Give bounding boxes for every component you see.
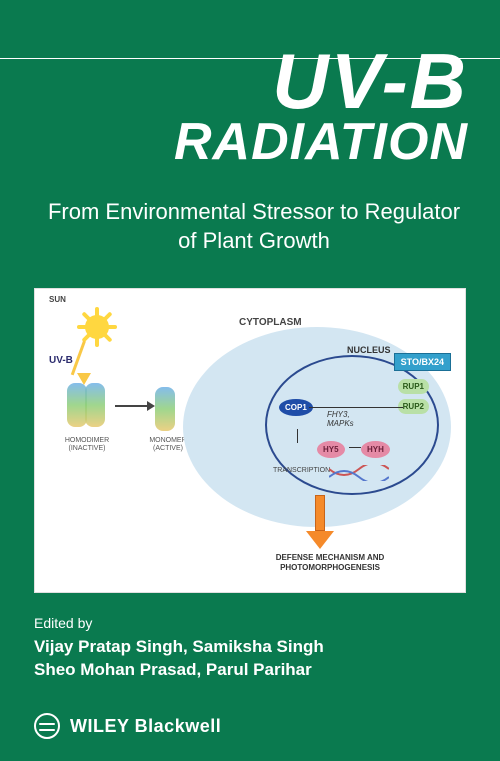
fhy3-text: FHY3, — [327, 410, 350, 419]
hy5-node: HY5 — [317, 441, 345, 458]
cop1-node: COP1 — [279, 399, 313, 416]
edge-cop1-fhy — [309, 407, 359, 408]
edge-cop1-hy5 — [297, 429, 298, 443]
monomer-icon — [155, 387, 177, 431]
homodimer-icon — [67, 383, 109, 431]
hyh-node: HYH — [361, 441, 390, 458]
dna-icon — [329, 465, 389, 481]
uvb-arrow-icon — [83, 341, 86, 377]
edge-hy5-hyh — [349, 447, 361, 448]
editors-prefix: Edited by — [34, 615, 92, 631]
edge-fhy-rup — [359, 407, 403, 408]
publisher-block: WILEY Blackwell — [34, 713, 221, 739]
sun-label: SUN — [49, 295, 66, 304]
monomer-text: MONOMER — [149, 437, 186, 444]
homodimer-sub: (INACTIVE) — [69, 445, 106, 452]
homodimer-text: HOMODIMER — [65, 437, 109, 444]
defense-line1: DEFENSE MECHANISM AND — [276, 553, 385, 562]
defense-label: DEFENSE MECHANISM AND PHOTOMORPHOGENESIS — [245, 553, 415, 572]
sto-box: STO/BX24 — [394, 353, 451, 371]
editors-line-2: Sheo Mohan Prasad, Parul Parihar — [34, 659, 324, 682]
editors-line-1: Vijay Pratap Singh, Samiksha Singh — [34, 636, 324, 659]
transcription-label: TRANSCRIPTION — [273, 467, 330, 474]
dimer-to-monomer-arrow-icon — [115, 405, 147, 407]
homodimer-label: HOMODIMER (INACTIVE) — [57, 437, 117, 452]
uvb-label: UV-B — [49, 355, 73, 366]
monomer-sub: (ACTIVE) — [153, 445, 183, 452]
rup1-node: RUP1 — [398, 379, 429, 394]
wiley-logo-icon — [34, 713, 60, 739]
fhy-label: FHY3, MAPKs — [327, 411, 354, 429]
nucleus-label: NUCLEUS — [347, 345, 391, 355]
title-line-2: RADIATION — [174, 116, 468, 168]
mapk-text: MAPKs — [327, 419, 354, 428]
editors-names: Vijay Pratap Singh, Samiksha Singh Sheo … — [34, 636, 324, 682]
defense-arrow-icon — [315, 495, 334, 549]
title-block: UV-B RADIATION — [174, 42, 468, 168]
cover-diagram: SUN UV-B HOMODIMER (INACTIVE) MONOMER (A… — [34, 288, 466, 593]
title-line-1: UV-B — [174, 42, 468, 120]
defense-line2: PHOTOMORPHOGENESIS — [280, 563, 380, 572]
subtitle: From Environmental Stressor to Regulator… — [40, 198, 468, 255]
cytoplasm-label: CYTOPLASM — [239, 317, 302, 328]
publisher-name: WILEY Blackwell — [70, 716, 221, 737]
nucleus-shape: STO/BX24 COP1 RUP1 RUP2 FHY3, MAPKs HY5 … — [265, 355, 439, 495]
